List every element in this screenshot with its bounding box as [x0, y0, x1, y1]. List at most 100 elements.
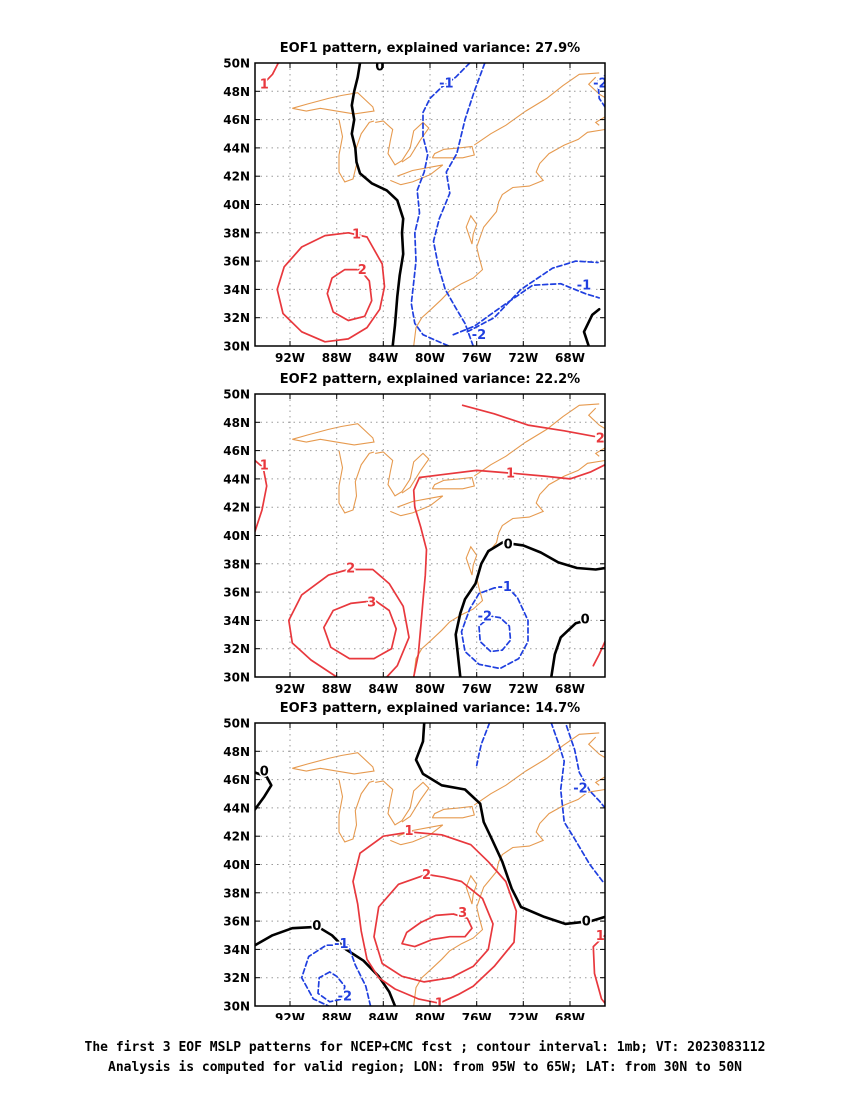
contour-label: 0 — [504, 538, 513, 553]
contour-label: -1 — [334, 937, 348, 952]
contour-label: -2 — [338, 990, 352, 1005]
contour-line-0 — [255, 771, 273, 811]
coastline — [473, 732, 600, 806]
contour-label: 2 — [422, 868, 431, 883]
contour-label: 3 — [458, 906, 467, 921]
y-tick-label: 32N — [223, 642, 250, 656]
x-tick-label: 68W — [555, 1011, 585, 1020]
contour-line-0 — [350, 63, 405, 346]
y-tick-label: 32N — [223, 971, 250, 985]
contour-line-neg2 — [478, 615, 512, 653]
y-tick-label: 44N — [223, 141, 250, 155]
panel-title: EOF3 pattern, explained variance: 14.7% — [280, 701, 580, 716]
y-tick-label: 46N — [223, 113, 250, 127]
y-tick-label: 38N — [223, 886, 250, 900]
x-tick-label: 92W — [275, 682, 305, 696]
y-tick-label: 40N — [223, 529, 250, 543]
x-tick-label: 76W — [462, 682, 492, 696]
y-tick-label: 50N — [223, 57, 250, 71]
contour-line-neg1 — [460, 587, 529, 670]
x-tick-label: 92W — [275, 1011, 305, 1020]
y-tick-label: 34N — [223, 943, 250, 957]
contour-line-1 — [412, 463, 605, 677]
contour-line-0 — [582, 307, 601, 346]
coastline — [338, 119, 375, 183]
contour-line-1 — [263, 63, 280, 84]
coastline — [413, 128, 605, 346]
contour-line-3 — [401, 913, 473, 948]
coastline — [465, 545, 478, 576]
x-tick-label: 84W — [368, 1011, 398, 1020]
x-tick-label: 68W — [555, 682, 585, 696]
contour-line-neg2 — [432, 63, 486, 346]
contour-label: 1 — [596, 929, 605, 944]
contour-label: 1 — [352, 228, 361, 243]
contour-line-neg2 — [466, 260, 599, 333]
coastline — [292, 752, 375, 775]
coastline — [375, 451, 430, 497]
y-tick-label: 48N — [223, 745, 250, 759]
coastline — [431, 476, 475, 490]
y-tick-label: 40N — [223, 198, 250, 212]
contour-line-2 — [373, 873, 494, 983]
coastline — [390, 824, 444, 846]
x-tick-label: 72W — [508, 1011, 538, 1020]
contour-label: 1 — [506, 467, 515, 482]
y-tick-label: 38N — [223, 226, 250, 240]
contour-label: 1 — [260, 78, 269, 93]
coastline — [594, 116, 605, 126]
x-tick-label: 92W — [275, 351, 305, 365]
contour-line-0 — [550, 619, 588, 677]
coastline — [413, 788, 605, 1006]
x-tick-label: 84W — [368, 682, 398, 696]
x-tick-label: 68W — [555, 351, 585, 365]
contour-line-0 — [255, 925, 397, 1006]
coastline — [465, 214, 478, 245]
contour-line-neg1 — [410, 63, 471, 346]
contour-label: 0 — [312, 919, 321, 934]
x-tick-label: 76W — [462, 1011, 492, 1020]
contour-label: 1 — [260, 458, 269, 473]
y-tick-label: 30N — [223, 671, 250, 685]
coastline — [587, 407, 605, 430]
contour-label: -1 — [497, 580, 511, 595]
contour-label: -2 — [593, 76, 607, 91]
y-tick-label: 36N — [223, 586, 250, 600]
y-tick-label: 30N — [223, 1000, 250, 1014]
contour-line-2 — [326, 268, 373, 322]
coastline — [431, 145, 475, 159]
contour-line-neg1 — [452, 282, 601, 336]
coastline — [473, 72, 600, 146]
coastline — [465, 874, 478, 905]
x-tick-label: 76W — [462, 351, 492, 365]
contour-line-neg1 — [475, 723, 491, 767]
y-tick-label: 36N — [223, 915, 250, 929]
contour-line-0 — [414, 723, 605, 926]
y-tick-label: 46N — [223, 773, 250, 787]
y-tick-label: 38N — [223, 557, 250, 571]
contour-line-neg2 — [565, 724, 605, 809]
contour-label: 2 — [358, 263, 367, 278]
contour-label: -2 — [478, 610, 492, 625]
contour-label: 3 — [367, 596, 376, 611]
x-tick-label: 80W — [415, 351, 445, 365]
contour-line-neg1 — [300, 944, 350, 1006]
coastline — [587, 76, 605, 99]
contour-line-2 — [287, 568, 350, 677]
y-tick-label: 42N — [223, 501, 250, 515]
y-tick-label: 48N — [223, 416, 250, 430]
coastline — [587, 736, 605, 759]
coastline — [292, 423, 375, 446]
coastline — [375, 120, 430, 166]
contour-label: 0 — [581, 613, 590, 628]
y-tick-label: 36N — [223, 255, 250, 269]
coastline — [594, 447, 605, 457]
contour-label: 0 — [260, 765, 269, 780]
y-tick-label: 34N — [223, 614, 250, 628]
coastline — [338, 450, 375, 514]
caption-line-2: Analysis is computed for valid region; L… — [108, 1060, 742, 1075]
y-tick-label: 46N — [223, 444, 250, 458]
